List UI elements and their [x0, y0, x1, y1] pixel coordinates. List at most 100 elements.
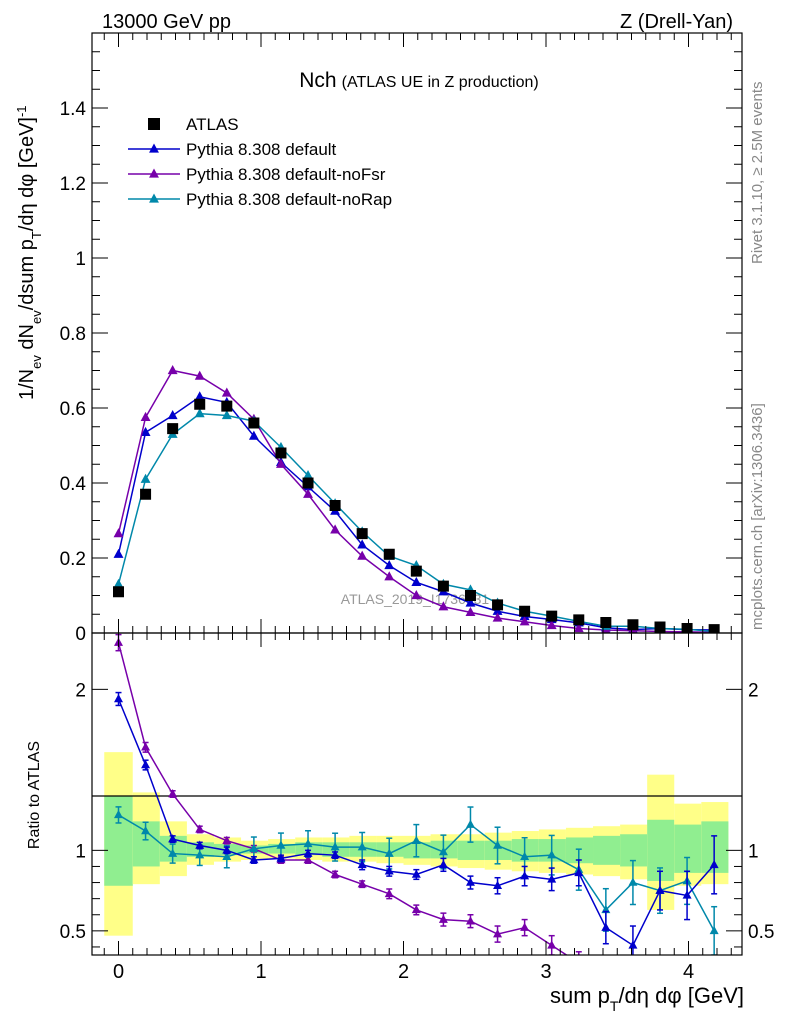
top-y-axis-label: 1/Nev dNev/dsum pT/dη dφ [GeV]-1 — [14, 105, 44, 400]
ratio-y-tick-label-right: 2 — [748, 680, 759, 701]
ratio-point — [330, 850, 340, 859]
legend-marker — [148, 118, 160, 130]
data-point — [411, 576, 422, 586]
data-point — [411, 590, 422, 600]
ratio-point — [601, 966, 610, 974]
top-y-tick-label: 0.4 — [60, 474, 87, 495]
ratio-point — [195, 824, 205, 833]
ratio-point — [357, 879, 367, 888]
inner-band-bin — [457, 840, 485, 861]
series-atlas — [113, 398, 720, 633]
data-point — [194, 370, 205, 380]
ratio-y-tick-label-right: 1 — [748, 841, 759, 862]
x-tick-label: 1 — [255, 961, 266, 983]
legend-item-pythia-8-308-default: Pythia 8.308 default — [128, 140, 337, 159]
data-point — [167, 410, 178, 420]
ratio-point — [384, 888, 394, 898]
ratio-point — [222, 851, 232, 861]
data-point — [221, 387, 232, 397]
data-point — [276, 458, 286, 468]
ratio-point — [141, 742, 151, 751]
energy-label: 13000 GeV pp — [102, 11, 231, 33]
plot-title: Nch (ATLAS UE in Z production) — [299, 69, 538, 92]
ratio-point — [493, 880, 503, 890]
data-point — [573, 614, 585, 626]
legend-label: ATLAS — [186, 115, 239, 134]
ratio-y-tick-label: 1 — [75, 841, 86, 862]
ratio-y-tick-label-right: 0.5 — [748, 922, 774, 943]
ratio-point — [465, 877, 475, 886]
data-point — [410, 565, 422, 577]
ratio-point — [114, 694, 123, 703]
ratio-point — [276, 840, 286, 849]
ratio-point — [330, 869, 340, 878]
data-point — [167, 365, 178, 375]
ratio-point — [195, 850, 205, 859]
ratio-point — [195, 840, 205, 849]
data-point — [357, 539, 368, 549]
data-point — [627, 619, 639, 631]
data-point — [600, 617, 612, 628]
plot-title-main: Nch — [299, 69, 336, 92]
ratio-point — [411, 835, 421, 844]
legend-item-atlas: ATLAS — [148, 115, 239, 134]
ratio-point — [168, 848, 178, 857]
data-point — [492, 599, 504, 611]
ratio-point — [168, 834, 178, 843]
ratio-point — [438, 859, 448, 869]
top-y-tick-label: 0.8 — [60, 324, 86, 345]
ratio-point — [628, 940, 638, 949]
ratio-point — [601, 922, 611, 931]
ratio-series-pythia-8-308-default — [114, 691, 719, 955]
ratio-point — [628, 974, 637, 982]
data-point — [329, 500, 341, 511]
ratio-point — [655, 885, 665, 894]
ratio-point — [384, 848, 394, 857]
data-point — [519, 605, 531, 617]
ratio-point — [438, 846, 448, 856]
bottom-y-axis-label: Ratio to ATLAS — [26, 741, 43, 849]
ratio-point — [547, 940, 557, 949]
ratio-point — [547, 874, 557, 883]
data-point — [113, 578, 124, 588]
data-point — [248, 417, 260, 429]
data-point — [140, 473, 151, 483]
mcplots-label: mcplots.cern.ch [arXiv:1306.3436] — [749, 403, 766, 630]
data-point — [384, 560, 395, 570]
data-point — [330, 524, 341, 534]
ratio-y-tick-label: 0.5 — [60, 922, 86, 943]
data-point — [492, 612, 503, 622]
bottom-panel-frame — [91, 632, 743, 956]
ratio-point — [249, 843, 259, 852]
legend-marker — [149, 143, 159, 153]
data-point — [573, 623, 584, 633]
x-axis-label: sum pT/dη dφ [GeV] — [550, 983, 744, 1014]
data-point — [708, 624, 720, 633]
x-tick-label: 3 — [540, 961, 551, 983]
data-point — [465, 597, 476, 607]
top-y-tick-label: 1.2 — [60, 174, 86, 195]
top-y-tick-label: 0.2 — [60, 549, 86, 570]
top-y-tick-label: 1.4 — [60, 99, 87, 120]
data-point — [140, 488, 152, 500]
data-point — [384, 571, 395, 581]
data-point — [519, 616, 530, 626]
ratio-point — [141, 826, 151, 835]
ratio-point — [520, 922, 530, 931]
inner-band-bin — [593, 835, 621, 865]
data-point — [221, 410, 232, 420]
rivet-label: Rivet 3.1.10, ≥ 2.5M events — [749, 82, 766, 265]
data-point — [113, 528, 124, 538]
ratio-point — [574, 958, 583, 966]
ratio-point — [628, 877, 638, 886]
ratio-point — [303, 855, 313, 864]
ratio-point — [330, 842, 340, 851]
ratio-point — [465, 819, 475, 828]
ratio-y-tick-label: 2 — [75, 680, 86, 701]
ratio-point — [411, 869, 421, 878]
data-point — [221, 400, 233, 412]
ratio-point — [709, 925, 719, 935]
ratio-point — [438, 914, 448, 923]
x-tick-label: 2 — [398, 961, 409, 983]
